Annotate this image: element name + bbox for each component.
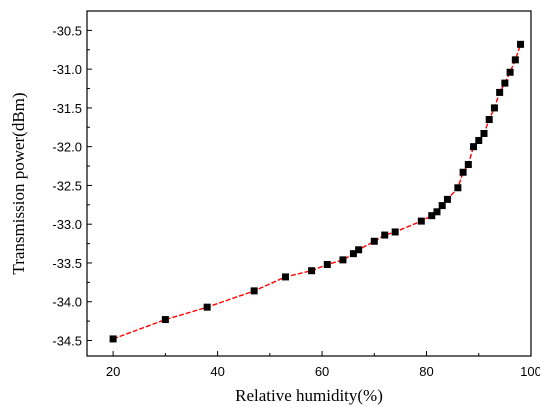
data-point xyxy=(511,56,519,64)
data-point xyxy=(433,208,441,216)
data-point xyxy=(454,184,462,192)
data-point xyxy=(308,267,316,275)
x-tick-label: 60 xyxy=(315,364,329,379)
x-axis-label: Relative humidity(%) xyxy=(235,386,383,405)
data-point xyxy=(391,228,399,236)
x-tick-label: 40 xyxy=(210,364,224,379)
data-point xyxy=(109,335,117,343)
data-point xyxy=(428,212,436,220)
data-point xyxy=(438,202,446,210)
y-tick-label: -30.5 xyxy=(52,23,82,38)
y-tick-label: -32.5 xyxy=(52,178,82,193)
x-tick-label: 80 xyxy=(419,364,433,379)
data-point xyxy=(480,129,488,137)
y-tick-label: -33.5 xyxy=(52,256,82,271)
data-point xyxy=(470,143,478,151)
x-tick-label: 100 xyxy=(520,364,540,379)
data-point xyxy=(355,246,363,254)
data-point xyxy=(381,231,389,239)
data-point xyxy=(485,116,493,124)
data-point xyxy=(349,250,357,258)
data-point xyxy=(475,136,483,144)
data-point xyxy=(459,168,467,176)
data-point xyxy=(506,68,514,76)
data-point xyxy=(323,261,331,269)
data-point xyxy=(203,303,211,311)
data-point xyxy=(339,256,347,264)
y-tick-label: -33.0 xyxy=(52,217,82,232)
y-axis-label: Transmission power(dBm) xyxy=(9,92,28,274)
y-tick-label: -31.0 xyxy=(52,62,82,77)
data-point xyxy=(443,195,451,203)
y-tick-label: -34.0 xyxy=(52,295,82,310)
tick-layer: 20 40 60 80 100 -34.5 -34.0 -33.5 -33.0 -32.5 -32.… xyxy=(52,23,540,379)
x-tick-label: 20 xyxy=(106,364,120,379)
y-tick-label: -31.5 xyxy=(52,101,82,116)
plot-frame xyxy=(86,10,532,357)
data-point xyxy=(370,237,378,245)
data-point xyxy=(464,161,472,169)
data-point xyxy=(161,316,169,324)
data-point xyxy=(417,217,425,225)
data-layer xyxy=(109,40,525,343)
data-point xyxy=(250,287,258,295)
data-point xyxy=(490,104,498,112)
data-point xyxy=(281,273,289,281)
data-point xyxy=(496,88,504,96)
data-point xyxy=(517,40,525,48)
data-point xyxy=(501,79,509,87)
y-tick-label: -32.0 xyxy=(52,140,82,155)
y-tick-label: -34.5 xyxy=(52,333,82,348)
